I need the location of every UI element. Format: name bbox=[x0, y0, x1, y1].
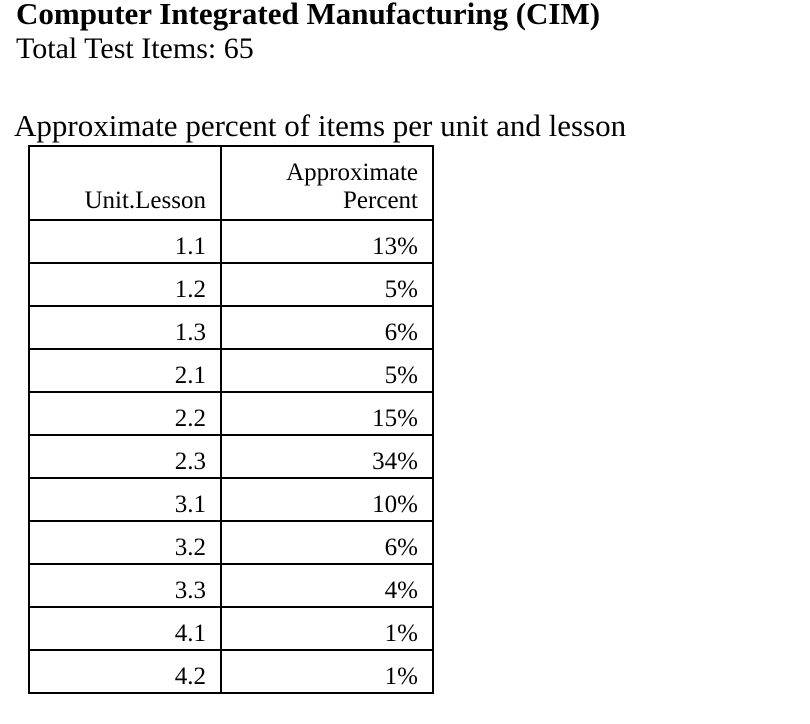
unit-lesson-cell: 3.2 bbox=[28, 520, 222, 565]
total-test-items: Total Test Items: 65 bbox=[16, 32, 254, 65]
unit-lesson-cell: 4.1 bbox=[28, 606, 222, 651]
unit-lesson-cell: 1.1 bbox=[28, 219, 222, 264]
percent-cell: 1% bbox=[220, 606, 434, 651]
table-header-row: Unit.Lesson Approximate Percent bbox=[28, 145, 434, 221]
percent-cell: 10% bbox=[220, 477, 434, 522]
percent-cell: 4% bbox=[220, 563, 434, 608]
table-row: 2.1 5% bbox=[28, 348, 434, 393]
unit-lesson-cell: 3.3 bbox=[28, 563, 222, 608]
document-title: Computer Integrated Manufacturing (CIM) bbox=[16, 0, 601, 31]
table-row: 2.2 15% bbox=[28, 391, 434, 436]
percent-cell: 1% bbox=[220, 649, 434, 694]
percent-cell: 6% bbox=[220, 305, 434, 350]
percent-cell: 34% bbox=[220, 434, 434, 479]
percent-cell: 5% bbox=[220, 262, 434, 307]
lesson-percent-table: Unit.Lesson Approximate Percent 1.1 13% 1.2… bbox=[28, 145, 434, 694]
table-row: 2.3 34% bbox=[28, 434, 434, 479]
unit-lesson-cell: 4.2 bbox=[28, 649, 222, 694]
table-caption: Approximate percent of items per unit an… bbox=[14, 108, 627, 143]
table-row: 1.3 6% bbox=[28, 305, 434, 350]
percent-cell: 15% bbox=[220, 391, 434, 436]
header-line-2: Percent bbox=[343, 187, 418, 214]
table-row: 1.2 5% bbox=[28, 262, 434, 307]
unit-lesson-cell: 2.3 bbox=[28, 434, 222, 479]
table-row: 4.2 1% bbox=[28, 649, 434, 694]
unit-lesson-cell: 1.3 bbox=[28, 305, 222, 350]
unit-lesson-cell: 2.2 bbox=[28, 391, 222, 436]
table-row: 3.1 10% bbox=[28, 477, 434, 522]
table-row: 3.3 4% bbox=[28, 563, 434, 608]
header-approximate-percent: Approximate Percent bbox=[220, 145, 434, 221]
percent-cell: 5% bbox=[220, 348, 434, 393]
header-line-1: Approximate bbox=[286, 159, 418, 186]
unit-lesson-cell: 1.2 bbox=[28, 262, 222, 307]
table-row: 4.1 1% bbox=[28, 606, 434, 651]
table-row: 3.2 6% bbox=[28, 520, 434, 565]
unit-lesson-cell: 3.1 bbox=[28, 477, 222, 522]
percent-cell: 6% bbox=[220, 520, 434, 565]
unit-lesson-cell: 2.1 bbox=[28, 348, 222, 393]
percent-cell: 13% bbox=[220, 219, 434, 264]
header-unit-lesson: Unit.Lesson bbox=[28, 145, 222, 221]
table-row: 1.1 13% bbox=[28, 219, 434, 264]
